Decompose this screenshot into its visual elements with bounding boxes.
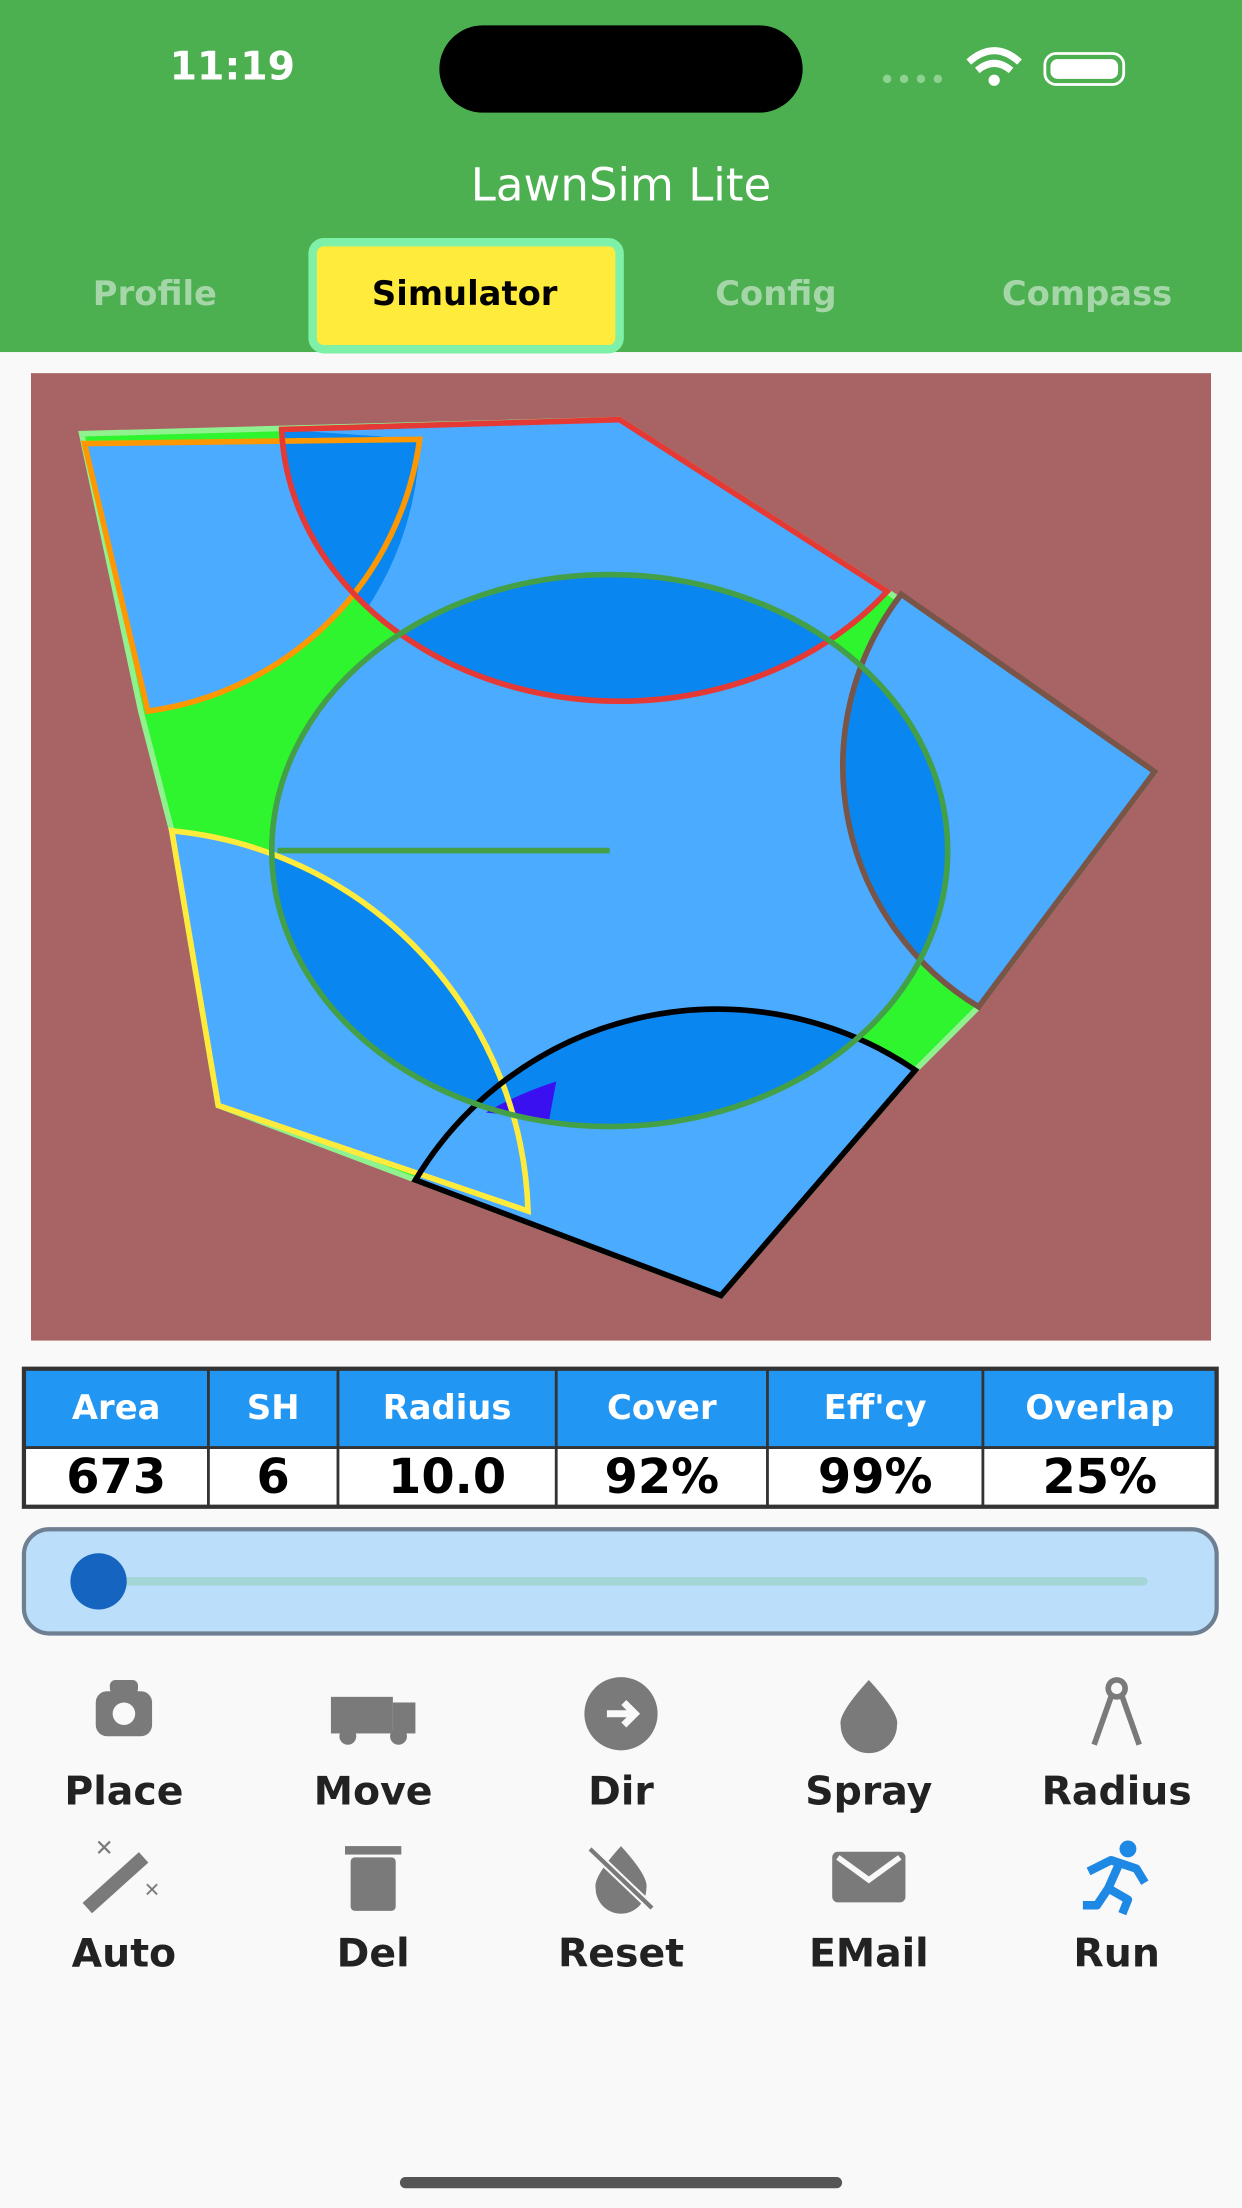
toolbar: Place Move Dir Spray Radius✕✕Auto Del Reset EMa… bbox=[64, 1677, 1192, 1977]
tab[interactable]: Config bbox=[715, 274, 836, 313]
tool-button[interactable]: Run bbox=[1073, 1840, 1160, 1976]
column-header: Overlap bbox=[1025, 1388, 1174, 1427]
app-title: LawnSim Lite bbox=[471, 159, 771, 212]
tab-bar: Profile Simulator Config Compass bbox=[93, 237, 1172, 354]
tool-label: EMail bbox=[809, 1930, 929, 1976]
stats-table: Area 673 SH 6 Radius 10.0 Cover 92% Eff'cy 99% Ove… bbox=[21, 1366, 1219, 1509]
tool-label: Auto bbox=[72, 1930, 176, 1976]
table-border bbox=[21, 1366, 1219, 1509]
cell-value: 673 bbox=[66, 1450, 166, 1505]
tab[interactable]: Simulator bbox=[308, 237, 624, 354]
tool-button[interactable]: Radius bbox=[1042, 1677, 1192, 1815]
tab[interactable]: Compass bbox=[1002, 274, 1172, 313]
tool-label: Place bbox=[64, 1768, 183, 1814]
cell-value: 25% bbox=[1042, 1450, 1157, 1505]
svg-text:✕: ✕ bbox=[144, 1879, 161, 1902]
tool-button[interactable]: Spray bbox=[805, 1679, 932, 1815]
status-time: 11:19 bbox=[170, 43, 295, 89]
tool-label: Del bbox=[337, 1930, 410, 1976]
column-header: Area bbox=[72, 1388, 161, 1427]
tab-highlight bbox=[308, 237, 624, 354]
tab[interactable]: Profile bbox=[93, 274, 217, 313]
cell-value: 10.0 bbox=[388, 1450, 506, 1505]
cell-value: 99% bbox=[818, 1450, 933, 1505]
tab-label: Compass bbox=[1002, 274, 1172, 313]
tool-button[interactable]: EMail bbox=[809, 1851, 929, 1977]
tool-icon bbox=[832, 1851, 906, 1903]
table-header-bg bbox=[23, 1368, 1217, 1448]
tool-label: Spray bbox=[805, 1768, 932, 1814]
tool-icon bbox=[345, 1846, 402, 1911]
column-header: SH bbox=[247, 1388, 300, 1427]
tool-label: Radius bbox=[1042, 1768, 1192, 1814]
tool-button[interactable]: Place bbox=[64, 1679, 183, 1815]
column-header: Cover bbox=[607, 1388, 717, 1427]
tool-icon bbox=[95, 1679, 153, 1737]
slider[interactable] bbox=[21, 1527, 1219, 1636]
column-header: Radius bbox=[383, 1388, 512, 1427]
tool-button[interactable]: Move bbox=[314, 1696, 433, 1815]
tool-label: Run bbox=[1073, 1930, 1159, 1976]
tab-label: Simulator bbox=[372, 274, 558, 313]
tab-label: Profile bbox=[93, 274, 217, 313]
tool-icon bbox=[840, 1679, 898, 1754]
tool-icon bbox=[584, 1677, 658, 1751]
cell-value: 92% bbox=[605, 1450, 720, 1505]
tool-icon: ✕✕ bbox=[82, 1835, 161, 1914]
tool-button[interactable]: Reset bbox=[558, 1845, 684, 1976]
tool-icon bbox=[1082, 1840, 1149, 1916]
table-body-bg bbox=[23, 1447, 1217, 1507]
tool-label: Reset bbox=[558, 1930, 684, 1976]
home-indicator bbox=[399, 2177, 843, 2189]
dynamic-island bbox=[439, 25, 803, 113]
column-header: Eff'cy bbox=[824, 1388, 927, 1427]
tool-label: Dir bbox=[588, 1768, 654, 1814]
tool-button[interactable]: ✕✕Auto bbox=[72, 1835, 176, 1976]
tab-label: Config bbox=[715, 274, 836, 313]
lawn-canvas bbox=[30, 373, 1212, 1341]
tool-button[interactable]: Del bbox=[337, 1846, 410, 1976]
svg-text:✕: ✕ bbox=[95, 1835, 114, 1861]
cell-value: 6 bbox=[257, 1450, 290, 1505]
tool-icon bbox=[587, 1845, 655, 1914]
tool-icon bbox=[330, 1696, 416, 1745]
status-icons bbox=[882, 47, 1126, 86]
tool-label: Move bbox=[314, 1768, 433, 1814]
tool-icon bbox=[1091, 1677, 1142, 1746]
tool-button[interactable]: Dir bbox=[584, 1677, 658, 1814]
